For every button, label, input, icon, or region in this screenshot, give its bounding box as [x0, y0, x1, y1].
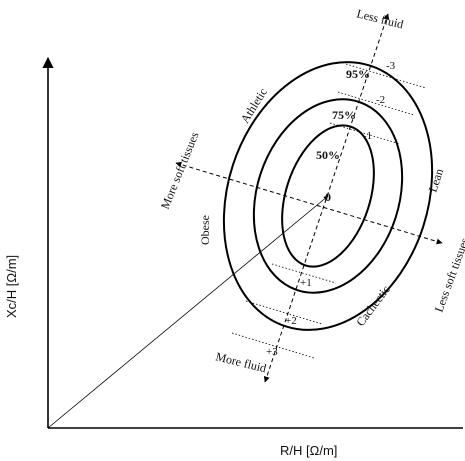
ellipse-50-label: 50%: [316, 148, 340, 162]
tick-label--2: -2: [376, 94, 385, 106]
less-fluid-label: Less fluid: [355, 6, 405, 31]
tick-line-+3: [231, 332, 315, 359]
tick-label--1: -1: [363, 130, 372, 142]
tick-line-+2: [245, 300, 323, 325]
x-axis-label: R/H [Ω/m]: [280, 443, 337, 458]
tick-label--3: -3: [386, 60, 396, 72]
tick-label-+2: +2: [285, 315, 297, 327]
center-label: 0: [325, 190, 331, 204]
ellipse-95-label: 95%: [346, 67, 370, 81]
obese-label: Obese: [198, 215, 212, 245]
more-fluid-label: More fluid: [214, 349, 268, 375]
tick-line--1: [329, 122, 401, 145]
tick-label-+1: +1: [300, 277, 312, 289]
tick-line--2: [337, 91, 415, 116]
more-soft-tissues-label: More soft tissues: [158, 130, 202, 212]
lean-label: Lean: [426, 167, 447, 194]
less-soft-tissues-label: Less soft tissues: [432, 236, 465, 314]
fluid-axis: [263, 13, 390, 383]
tick-line-+1: [271, 263, 337, 284]
impedance-vector: [47, 195, 329, 429]
soft-tissue-axis: [175, 161, 443, 245]
tick-label-+3: +3: [266, 346, 278, 358]
cachectic-label: Cachectic: [353, 283, 393, 329]
y-axis-label: Xc/H [Ω/m]: [4, 255, 19, 318]
ellipse-75-label: 75%: [332, 108, 356, 122]
